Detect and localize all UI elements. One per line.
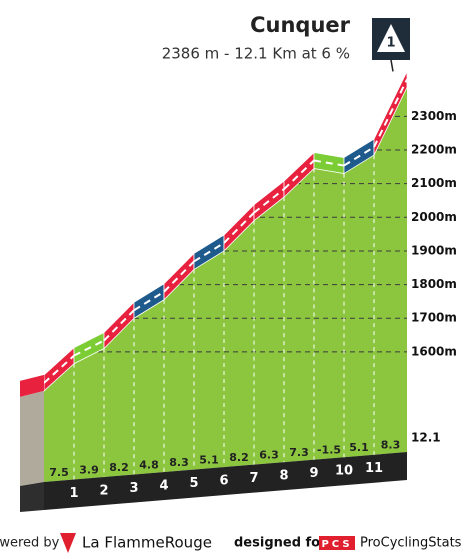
footer-brand: La FlammeRouge bbox=[82, 534, 212, 552]
center-dash bbox=[73, 339, 105, 357]
y-tick-label: 1800m bbox=[411, 277, 457, 291]
footer-designed: designed for bbox=[234, 536, 327, 551]
end-distance: 12.1 bbox=[411, 431, 441, 445]
gradient-label: 4.8 bbox=[139, 458, 159, 471]
gradient-label: 6.3 bbox=[259, 448, 279, 461]
km-label: 4 bbox=[159, 479, 168, 494]
gradient-label: 8.2 bbox=[229, 451, 249, 464]
chart-title: Cunquer bbox=[250, 13, 351, 37]
center-dash bbox=[133, 290, 165, 312]
km-label: 8 bbox=[279, 469, 288, 484]
y-tick-label: 2000m bbox=[411, 210, 457, 224]
km-label: 10 bbox=[335, 464, 353, 479]
y-tick-label: 1700m bbox=[411, 311, 457, 325]
left-wall bbox=[20, 390, 44, 486]
y-tick-label: 2200m bbox=[411, 143, 457, 157]
km-label: 11 bbox=[365, 461, 383, 476]
flame-logo bbox=[60, 533, 76, 553]
gradient-label: 8.3 bbox=[169, 456, 189, 469]
km-label: 1 bbox=[69, 486, 78, 501]
base bbox=[44, 452, 407, 510]
profile: 1600m 1700m 1800m 1900m 2000m 2100m 2200m 2300m… bbox=[20, 59, 457, 512]
center-dash bbox=[373, 79, 408, 148]
base-side bbox=[20, 482, 44, 512]
gradient-label: 7.3 bbox=[289, 446, 309, 459]
chart-subtitle: 2386 m - 12.1 Km at 6 % bbox=[162, 45, 350, 63]
y-tick-label: 2100m bbox=[411, 176, 457, 190]
gradient-label: 5.1 bbox=[349, 441, 369, 454]
center-dash bbox=[313, 159, 345, 167]
gradient-label: 5.1 bbox=[199, 453, 219, 466]
km-label: 2 bbox=[99, 484, 108, 499]
km-label: 5 bbox=[189, 476, 198, 491]
gradient-label: 8.2 bbox=[109, 461, 129, 474]
km-label: 3 bbox=[129, 481, 138, 496]
km-label: 7 bbox=[249, 471, 258, 486]
y-tick-label: 1900m bbox=[411, 243, 457, 257]
category-label: 1 bbox=[386, 36, 395, 51]
y-tick-label: 1600m bbox=[411, 344, 457, 358]
ribbon-end bbox=[20, 374, 44, 397]
pcs-logo bbox=[319, 536, 355, 550]
footer-pcs: PCS bbox=[321, 539, 352, 550]
center-dash bbox=[283, 159, 315, 190]
center-dash bbox=[193, 242, 225, 263]
center-dash bbox=[253, 188, 285, 214]
gradient-label: 3.9 bbox=[79, 463, 99, 476]
gradient-label: 8.3 bbox=[381, 438, 401, 451]
footer-powered: Powered by bbox=[0, 536, 60, 551]
footer-site: ProCyclingStats bbox=[360, 536, 462, 551]
km-label: 9 bbox=[309, 466, 318, 481]
km-label: 6 bbox=[219, 474, 228, 489]
y-tick-label: 2300m bbox=[411, 109, 457, 123]
footer: Powered by La FlammeRouge designed for P… bbox=[0, 533, 462, 553]
center-dash bbox=[343, 146, 375, 167]
gradient-label: -1.5 bbox=[317, 443, 341, 456]
summit-pole bbox=[390, 59, 394, 72]
gradient-label: 7.5 bbox=[49, 466, 69, 479]
center-dash bbox=[43, 354, 75, 384]
badge-triangle bbox=[377, 24, 405, 52]
